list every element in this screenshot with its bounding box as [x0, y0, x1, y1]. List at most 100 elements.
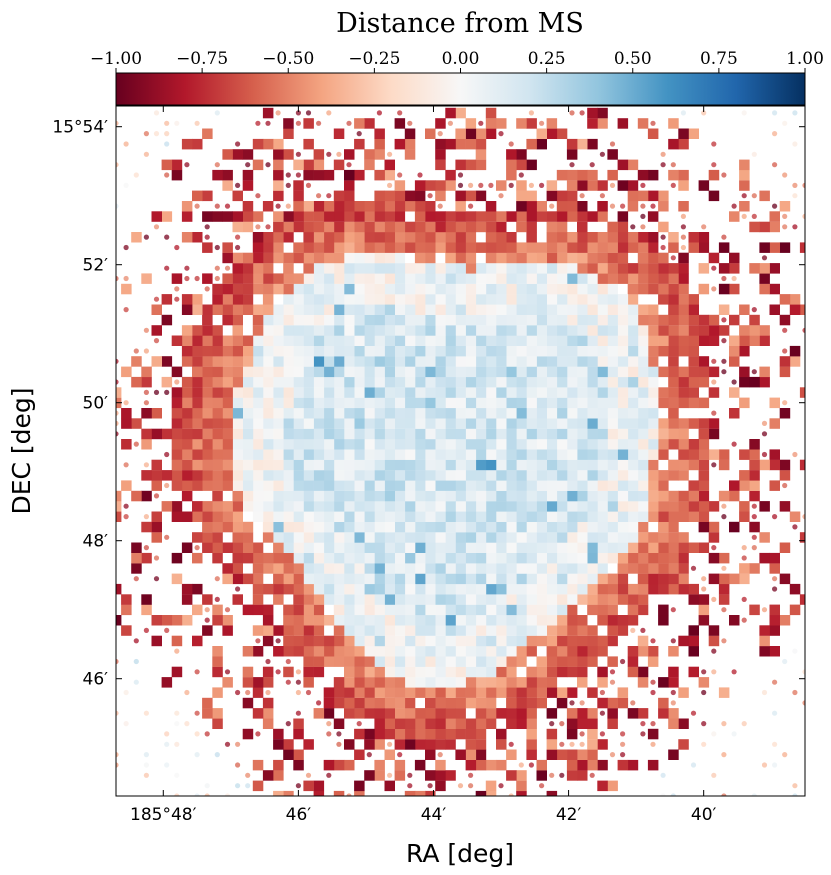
heatmap-cell: [708, 573, 720, 585]
heatmap-cell: [214, 576, 220, 582]
heatmap-cell: [445, 449, 456, 460]
heatmap-cell: [546, 687, 558, 698]
heatmap-cell: [516, 718, 527, 729]
heatmap-cell: [394, 345, 406, 357]
heatmap-cell: [116, 752, 119, 758]
heatmap-cell: [457, 182, 464, 188]
heatmap-cell: [164, 451, 170, 458]
heatmap-cell: [536, 376, 547, 388]
heatmap-cell: [232, 418, 243, 429]
heatmap-cell: [235, 182, 241, 188]
heatmap-cell: [333, 408, 345, 419]
heatmap-cell: [252, 273, 264, 284]
heatmap-cell: [192, 428, 203, 440]
heatmap-cell: [516, 552, 527, 564]
heatmap-cell: [678, 273, 689, 284]
heatmap-cell: [404, 232, 416, 243]
heatmap-cell: [475, 594, 487, 605]
heatmap-cell: [394, 583, 406, 595]
heatmap-cell: [759, 221, 770, 233]
heatmap-cell: [678, 718, 689, 729]
heatmap-cell: [354, 749, 365, 760]
heatmap-cell: [769, 563, 780, 574]
heatmap-cell: [384, 583, 395, 595]
heatmap-cell: [465, 345, 477, 357]
heatmap-cell: [698, 542, 710, 553]
heatmap-cell: [647, 169, 659, 181]
heatmap-cell: [435, 387, 446, 398]
heatmap-cell: [333, 387, 345, 398]
heatmap-cell: [597, 615, 608, 626]
heatmap-cell: [181, 304, 193, 315]
heatmap-cell: [668, 749, 679, 760]
heatmap-cell: [425, 314, 436, 326]
heatmap-cell: [323, 449, 335, 460]
heatmap-cell: [435, 294, 446, 305]
heatmap-cell: [546, 376, 558, 388]
heatmap-cell: [344, 677, 355, 688]
heatmap-cell: [718, 304, 730, 315]
heatmap-cell: [802, 182, 805, 188]
heatmap-cell: [465, 677, 477, 688]
heatmap-cell: [688, 542, 699, 553]
heatmap-cell: [394, 439, 406, 450]
heatmap-cell: [374, 397, 385, 409]
heatmap-cell: [313, 490, 325, 502]
heatmap-cell: [516, 687, 527, 698]
heatmap-cell: [708, 366, 720, 378]
heatmap-cell: [222, 501, 233, 512]
heatmap-cell: [506, 532, 517, 543]
heatmap-cell: [607, 408, 618, 419]
heatmap-cell: [546, 739, 558, 750]
colorbar-tick-label: 0.00: [442, 49, 480, 69]
heatmap-cell: [435, 180, 446, 191]
heatmap-cell: [242, 376, 254, 388]
heatmap-cell: [151, 511, 162, 522]
heatmap-cell: [617, 211, 629, 222]
heatmap-cell: [364, 583, 375, 595]
heatmap-cell: [526, 283, 537, 295]
heatmap-cell: [222, 314, 233, 326]
heatmap-cell: [384, 335, 395, 346]
heatmap-cell: [455, 252, 466, 264]
heatmap-cell: [658, 439, 669, 450]
heatmap-cell: [445, 728, 456, 740]
heatmap-cell: [303, 449, 314, 460]
heatmap-cell: [751, 534, 757, 540]
heatmap-cell: [344, 397, 355, 409]
heatmap-cell: [323, 428, 335, 440]
heatmap-cell: [151, 635, 162, 647]
heatmap-cell: [455, 604, 466, 616]
heatmap-cell: [143, 131, 149, 137]
heatmap-cell: [161, 159, 173, 171]
heatmap-cell: [354, 780, 365, 792]
heatmap-cell: [485, 604, 497, 616]
heatmap-cell: [344, 583, 355, 595]
heatmap-cell: [116, 420, 119, 426]
heatmap-cell: [627, 656, 639, 667]
heatmap-cell: [496, 573, 507, 585]
heatmap-cell: [759, 635, 770, 647]
heatmap-cell: [506, 428, 517, 440]
heatmap-cell: [333, 294, 345, 305]
heatmap-cell: [364, 770, 375, 781]
heatmap-cell: [131, 356, 142, 367]
heatmap-cell: [587, 521, 598, 533]
heatmap-cell: [384, 221, 395, 233]
heatmap-cell: [273, 490, 284, 502]
heatmap-cell: [617, 521, 629, 533]
heatmap-cell: [181, 511, 193, 522]
heatmap-cell: [577, 521, 588, 533]
heatmap-cell: [387, 772, 393, 778]
heatmap-cell: [435, 656, 446, 667]
heatmap-cell: [637, 283, 649, 295]
heatmap-cell: [627, 563, 639, 574]
heatmap-cell: [597, 118, 608, 129]
heatmap-cell: [202, 325, 213, 336]
heatmap-cell: [668, 242, 679, 253]
heatmap-cell: [414, 263, 426, 274]
heatmap-cell: [354, 521, 365, 533]
heatmap-cell: [465, 449, 477, 460]
heatmap-cell: [414, 459, 426, 471]
